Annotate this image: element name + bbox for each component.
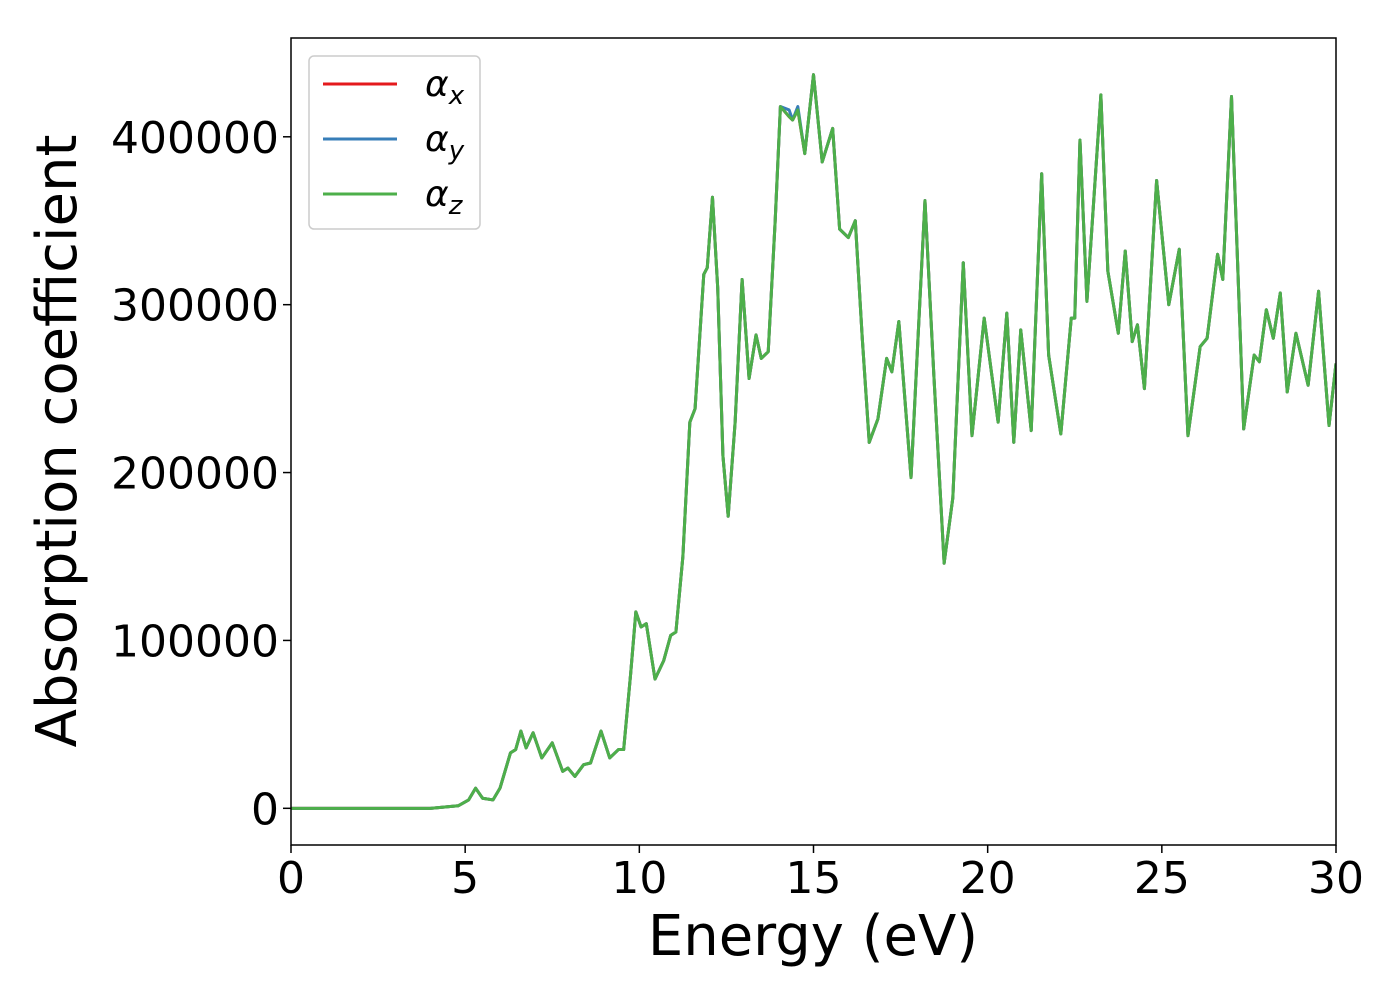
legend-label: αz	[425, 174, 464, 221]
x-tick-label: 30	[1308, 853, 1364, 904]
legend-label: αy	[425, 119, 465, 166]
y-tick-label: 200000	[111, 449, 279, 500]
plot-frame	[290, 37, 1337, 846]
x-tick-label: 15	[786, 853, 842, 904]
legend-label: αx	[425, 64, 465, 111]
y-tick-label: 300000	[111, 281, 279, 332]
y-tick-label: 400000	[111, 113, 279, 164]
x-tick-label: 0	[277, 853, 305, 904]
legend-box	[308, 55, 481, 230]
x-axis-label: Energy (eV)	[648, 904, 978, 969]
y-tick-label: 0	[251, 784, 279, 835]
x-tick-label: 25	[1134, 853, 1190, 904]
x-tick-label: 10	[611, 853, 667, 904]
x-tick-label: 20	[960, 853, 1016, 904]
y-axis-label: Absorption coefficient	[25, 135, 90, 748]
x-tick-label: 5	[451, 853, 479, 904]
data-line	[291, 73, 1336, 810]
y-tick-label: 100000	[111, 616, 279, 667]
